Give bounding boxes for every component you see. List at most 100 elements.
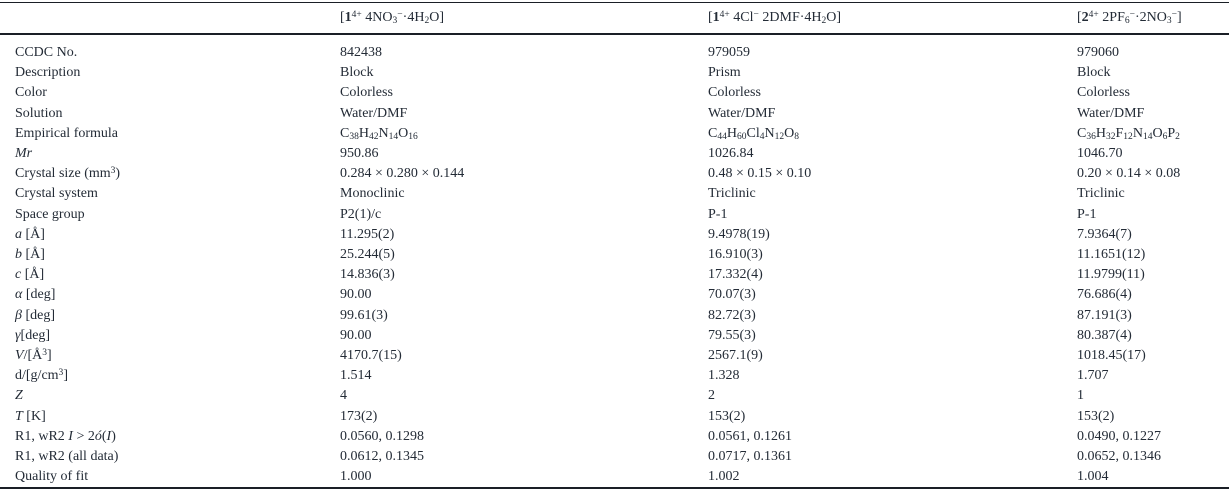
- data-cell-compound-2: 70.07(3): [708, 287, 756, 303]
- table-row: CCDC No. 842438 979059 979060: [0, 34, 1229, 63]
- data-cell-compound-1: 25.244(5): [340, 247, 395, 263]
- row-label: Crystal system: [15, 186, 98, 202]
- table-row: d/[g/cm3] 1.514 1.328 1.707: [0, 366, 1229, 386]
- data-cell-compound-2: 82.72(3): [708, 307, 756, 323]
- data-cell-compound-2: 17.332(4): [708, 267, 763, 283]
- data-cell-compound-1: C38H42N14O16: [340, 125, 418, 142]
- table-row: V/[Å3] 4170.7(15) 2567.1(9) 1018.45(17): [0, 346, 1229, 366]
- data-cell-compound-3: 11.1651(12): [1077, 247, 1146, 263]
- table-row: Empirical formula C38H42N14O16 C44H60Cl4N1…: [0, 124, 1229, 144]
- data-cell-compound-3: 7.9364(7): [1077, 226, 1132, 242]
- data-cell-compound-2: Triclinic: [708, 186, 756, 202]
- table-row: a [Å] 11.295(2) 9.4978(19) 7.9364(7): [0, 225, 1229, 245]
- data-cell-compound-1: 1.514: [340, 368, 372, 384]
- data-cell-compound-3: 76.686(4): [1077, 287, 1132, 303]
- row-label: R1, wR2 (all data): [15, 449, 119, 465]
- table-row: Crystal size (mm3) 0.284 × 0.280 × 0.144 0…: [0, 164, 1229, 184]
- column-header-compound-1: [14+ 4NO3−·4H2O]: [340, 2, 708, 35]
- row-label: Empirical formula: [15, 125, 119, 141]
- row-label: a [Å]: [15, 226, 45, 242]
- data-cell-compound-2: 1.328: [708, 368, 740, 384]
- data-cell-compound-2: 153(2): [708, 408, 746, 424]
- data-cell-compound-3: 0.0652, 0.1346: [1077, 449, 1161, 465]
- data-cell-compound-1: 173(2): [340, 408, 378, 424]
- data-cell-compound-1: 1.000: [340, 467, 708, 490]
- table-row: Space group P2(1)/c P-1 P-1: [0, 205, 1229, 225]
- data-cell-compound-3: 979060: [1077, 45, 1119, 60]
- data-cell-compound-3: Colorless: [1077, 85, 1130, 101]
- data-cell-compound-3: Water/DMF: [1077, 105, 1145, 121]
- data-cell-compound-1: 4170.7(15): [340, 348, 402, 364]
- row-label: d/[g/cm3]: [15, 367, 68, 384]
- data-cell-compound-3: 153(2): [1077, 408, 1115, 424]
- column-header-compound-3: [24+ 2PF6−·2NO3−]: [1077, 2, 1229, 35]
- data-cell-compound-1: 14.836(3): [340, 267, 395, 283]
- data-cell-compound-2: Prism: [708, 65, 741, 81]
- row-label: Quality of fit: [0, 467, 340, 490]
- data-cell-compound-3: 80.387(4): [1077, 327, 1132, 343]
- row-label: Crystal size (mm3): [15, 165, 121, 182]
- table-row: β [deg] 99.61(3) 82.72(3) 87.191(3): [0, 306, 1229, 326]
- header-empty-cell: [0, 2, 340, 35]
- data-cell-compound-1: 842438: [340, 45, 382, 60]
- data-cell-compound-3: Block: [1077, 65, 1111, 81]
- data-cell-compound-2: 0.0717, 0.1361: [708, 449, 792, 465]
- table-row: Z 4 2 1: [0, 386, 1229, 406]
- data-cell-compound-1: 4: [340, 388, 347, 404]
- data-cell-compound-1: 950.86: [340, 146, 379, 162]
- data-cell-compound-2: 1026.84: [708, 146, 754, 162]
- data-cell-compound-3: C36H32F12N14O6P2: [1077, 125, 1180, 142]
- data-cell-compound-3: 87.191(3): [1077, 307, 1132, 323]
- row-label: c [Å]: [15, 267, 45, 283]
- data-cell-compound-3: 1.707: [1077, 368, 1109, 384]
- table-row: Crystal system Monoclinic Triclinic Triclin…: [0, 184, 1229, 204]
- row-label: Solution: [15, 105, 63, 121]
- data-cell-compound-3: 11.9799(11): [1077, 267, 1145, 283]
- row-label: R1, wR2 I > 2ó(I): [15, 428, 116, 444]
- data-cell-compound-1: 0.0560, 0.1298: [340, 428, 424, 444]
- data-cell-compound-1: Colorless: [340, 85, 393, 101]
- table-row: T [K] 173(2) 153(2) 153(2): [0, 407, 1229, 427]
- row-label: Color: [15, 85, 47, 101]
- table-row: α [deg] 90.00 70.07(3) 76.686(4): [0, 285, 1229, 305]
- row-label: V/[Å3]: [15, 347, 52, 364]
- data-cell-compound-3: 1046.70: [1077, 146, 1123, 162]
- data-cell-compound-3: 0.20 × 0.14 × 0.08: [1077, 166, 1181, 182]
- data-cell-compound-1: 0.284 × 0.280 × 0.144: [340, 166, 465, 182]
- table-row: R1, wR2 I > 2ó(I) 0.0560, 0.1298 0.0561, 0…: [0, 427, 1229, 447]
- data-cell-compound-2: 16.910(3): [708, 247, 763, 263]
- table-row: R1, wR2 (all data) 0.0612, 0.1345 0.0717, …: [0, 447, 1229, 467]
- data-cell-compound-2: P-1: [708, 206, 728, 222]
- data-cell-compound-2: 2: [708, 388, 715, 404]
- data-cell-compound-1: Monoclinic: [340, 186, 405, 202]
- table-row: Quality of fit 1.000 1.002 1.004: [0, 467, 1229, 490]
- data-cell-compound-2: 979059: [708, 45, 750, 60]
- data-cell-compound-3: P-1: [1077, 206, 1097, 222]
- row-label: T [K]: [15, 408, 46, 424]
- table-row: Description Block Prism Block: [0, 63, 1229, 83]
- table-row: b [Å] 25.244(5) 16.910(3) 11.1651(12): [0, 245, 1229, 265]
- row-label: β [deg]: [15, 307, 56, 323]
- table-row: Mr 950.86 1026.84 1046.70: [0, 144, 1229, 164]
- header-row: [14+ 4NO3−·4H2O] [14+ 4Cl− 2DMF·4H2O] [2…: [0, 2, 1229, 35]
- row-label: Space group: [15, 206, 85, 222]
- data-cell-compound-3: 1.004: [1077, 467, 1229, 490]
- data-cell-compound-2: Colorless: [708, 85, 761, 101]
- data-cell-compound-1: 90.00: [340, 287, 372, 303]
- row-label: Mr: [15, 146, 33, 162]
- data-cell-compound-2: 79.55(3): [708, 327, 756, 343]
- data-cell-compound-3: 1: [1077, 388, 1084, 404]
- table-row: c [Å] 14.836(3) 17.332(4) 11.9799(11): [0, 265, 1229, 285]
- column-header-compound-2: [14+ 4Cl− 2DMF·4H2O]: [708, 2, 1077, 35]
- data-cell-compound-2: C44H60Cl4N12O8: [708, 125, 800, 142]
- table-row: Color Colorless Colorless Colorless: [0, 83, 1229, 103]
- data-cell-compound-1: Water/DMF: [340, 105, 408, 121]
- data-cell-compound-1: 0.0612, 0.1345: [340, 449, 424, 465]
- table-body: CCDC No. 842438 979059 979060 Description Blo…: [0, 34, 1229, 490]
- data-cell-compound-2: Water/DMF: [708, 105, 776, 121]
- data-cell-compound-1: 99.61(3): [340, 307, 388, 323]
- table-row: γ[deg] 90.00 79.55(3) 80.387(4): [0, 326, 1229, 346]
- data-cell-compound-2: 1.002: [708, 467, 1077, 490]
- data-cell-compound-1: Block: [340, 65, 374, 81]
